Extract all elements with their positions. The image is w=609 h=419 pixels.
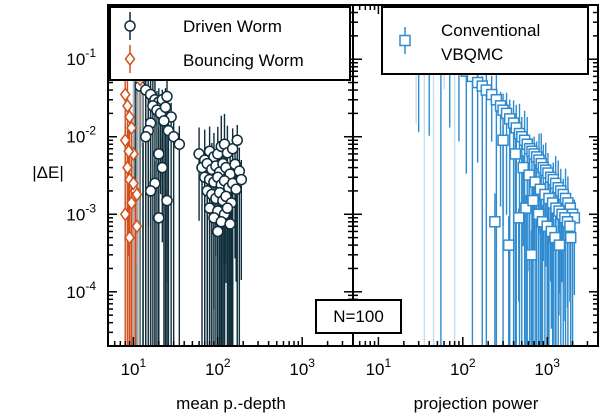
- annotation-n100: N=100: [315, 299, 402, 334]
- legend-conventional-marker: [399, 34, 411, 47]
- data-layer-left: [119, 5, 248, 346]
- data-point: [512, 212, 525, 224]
- data-point: [161, 90, 173, 103]
- data-point: [212, 225, 224, 238]
- frame-right: [352, 4, 599, 347]
- legend-bouncing-marker: [124, 51, 136, 67]
- data-point: [564, 220, 576, 233]
- x-tick-label: 102: [450, 356, 476, 379]
- data-point: [525, 249, 538, 261]
- data-point: [124, 230, 135, 245]
- data-point: [517, 161, 529, 174]
- y-tick-label: 10-1: [66, 46, 96, 69]
- data-point: [119, 207, 131, 222]
- data-point: [520, 202, 532, 214]
- data-point: [124, 109, 135, 125]
- data-point: [139, 130, 152, 143]
- x-axis-label-right: projection power: [414, 394, 539, 413]
- data-point: [153, 148, 165, 160]
- data-point: [235, 173, 248, 186]
- data-point: [489, 216, 501, 228]
- data-point: [231, 134, 243, 147]
- data-point: [230, 183, 242, 196]
- legend-bouncing-label: Bouncing Worm: [183, 51, 304, 70]
- data-point: [126, 120, 137, 136]
- data-point: [144, 185, 157, 197]
- legend-conventional-label: Conventional VBQMC: [441, 21, 540, 64]
- legend-right-box: [381, 6, 589, 75]
- x-tick-label: 101: [366, 356, 392, 379]
- annotation-label: N=100: [333, 307, 384, 326]
- data-point: [509, 148, 522, 160]
- y-tick-label: 10-4: [66, 279, 96, 302]
- data-point: [173, 138, 186, 150]
- data-point: [119, 133, 131, 148]
- annotation-box: [315, 299, 402, 334]
- data-point: [497, 134, 509, 147]
- x-tick-label: 103: [289, 356, 315, 379]
- y-axis-label: |ΔE|: [32, 163, 64, 182]
- data-point: [131, 187, 143, 202]
- x-tick-label: 101: [121, 356, 147, 379]
- legend-left-box: [109, 6, 351, 81]
- data-point: [221, 202, 234, 214]
- x-axis-label-left: mean p.-depth: [176, 394, 286, 413]
- x-tick-label: 102: [205, 356, 231, 379]
- data-point: [123, 143, 135, 159]
- left-panel: 101 102 103 10-4 10-3 10-2 10-1: [66, 4, 354, 379]
- y-tick-label: 10-3: [66, 201, 96, 224]
- data-point: [153, 212, 165, 224]
- data-point: [156, 161, 169, 174]
- data-point: [502, 239, 515, 251]
- legend-driven-label: Driven Worm: [183, 17, 282, 36]
- data-point: [131, 219, 143, 234]
- y-tick-label: 10-2: [66, 124, 96, 147]
- data-point: [167, 130, 180, 143]
- legend-driven-marker: [124, 20, 136, 32]
- data-point: [527, 194, 539, 207]
- data-point: [127, 176, 139, 191]
- data-point: [122, 98, 133, 114]
- data-point: [564, 231, 577, 244]
- legend-right: Conventional VBQMC: [381, 6, 589, 75]
- data-point: [224, 218, 236, 230]
- x-tick-label: 103: [534, 356, 560, 379]
- data-point: [161, 194, 173, 207]
- data-point: [158, 115, 170, 127]
- legend-left: Driven Worm Bouncing Worm: [109, 6, 351, 81]
- data-point: [119, 87, 131, 102]
- data-point: [553, 239, 566, 251]
- data-point: [523, 169, 535, 181]
- data-point: [159, 101, 172, 114]
- data-point: [122, 160, 133, 175]
- data-point: [126, 195, 137, 211]
